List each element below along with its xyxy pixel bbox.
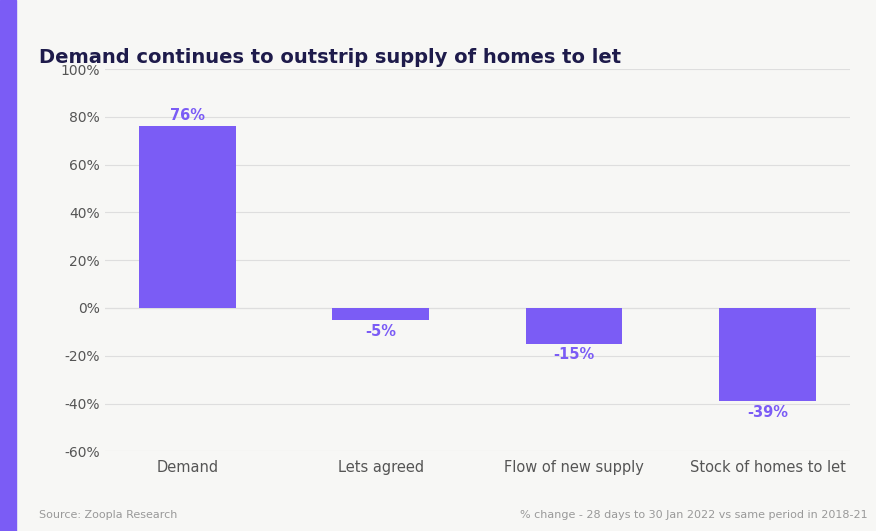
Text: % change - 28 days to 30 Jan 2022 vs same period in 2018-21: % change - 28 days to 30 Jan 2022 vs sam…: [519, 510, 867, 520]
Text: -15%: -15%: [554, 347, 595, 362]
Bar: [139, 126, 236, 308]
Text: -39%: -39%: [747, 405, 788, 419]
Bar: [719, 308, 816, 401]
Text: 76%: 76%: [170, 108, 205, 123]
Bar: [332, 308, 429, 320]
Text: Source: Zoopla Research: Source: Zoopla Research: [39, 510, 178, 520]
Bar: [526, 308, 623, 344]
Text: Demand continues to outstrip supply of homes to let: Demand continues to outstrip supply of h…: [39, 48, 622, 67]
Text: -5%: -5%: [365, 323, 396, 338]
